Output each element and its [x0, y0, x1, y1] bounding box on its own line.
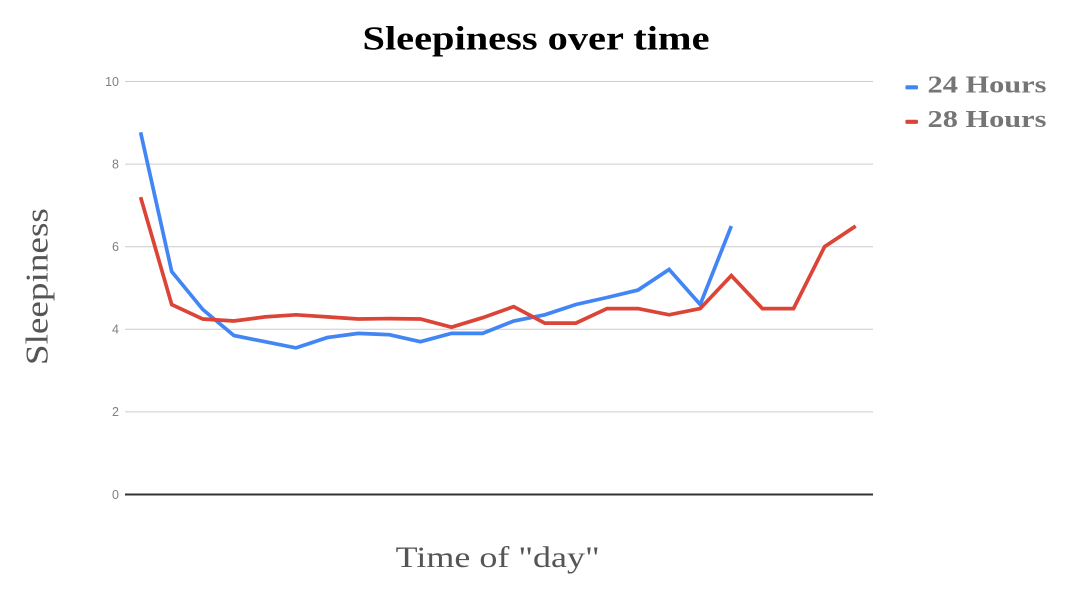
svg-text:Sleepiness: Sleepiness: [20, 208, 55, 365]
svg-text:24 Hours: 24 Hours: [928, 73, 1047, 99]
svg-text:10: 10: [105, 75, 119, 89]
svg-text:Sleepiness over time: Sleepiness over time: [363, 21, 710, 58]
svg-text:4: 4: [112, 323, 119, 337]
svg-text:2: 2: [112, 405, 119, 419]
svg-text:Time of "day": Time of "day": [396, 542, 600, 574]
svg-text:6: 6: [112, 240, 119, 254]
svg-text:8: 8: [112, 157, 119, 171]
svg-text:0: 0: [112, 488, 119, 502]
svg-text:28 Hours: 28 Hours: [928, 107, 1047, 133]
